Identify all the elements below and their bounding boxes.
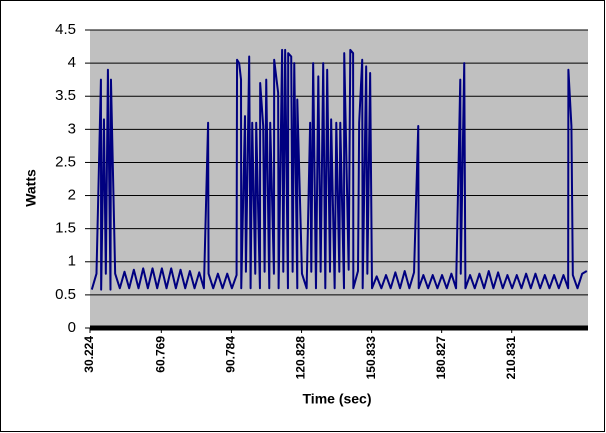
y-tick-label: 3 [68,120,76,137]
data-line [90,48,588,291]
y-tick-label: 4 [68,54,76,71]
y-tick-label: 1.5 [55,220,76,237]
x-tick-label: 180.827 [434,336,448,380]
x-tick-label: 30.224 [82,336,96,373]
y-tick-label: 1 [68,253,76,270]
y-tick-label: 3.5 [55,87,76,104]
y-tick-label: 0.5 [55,286,76,303]
y-tick-label: 2.5 [55,153,76,170]
y-tick-label: 4.5 [55,21,76,38]
y-tick-label: 0 [68,319,76,336]
x-tick-label: 90.784 [224,336,238,373]
x-tick-label: 150.833 [364,336,378,380]
y-tick-label: 2 [68,187,76,204]
x-axis-title: Time (sec) [303,391,372,407]
x-tick-label: 210.831 [504,336,518,380]
x-tick-label: 120.828 [294,336,308,380]
x-tick-label: 60.769 [153,336,167,373]
y-axis-title: Watts [23,169,39,207]
